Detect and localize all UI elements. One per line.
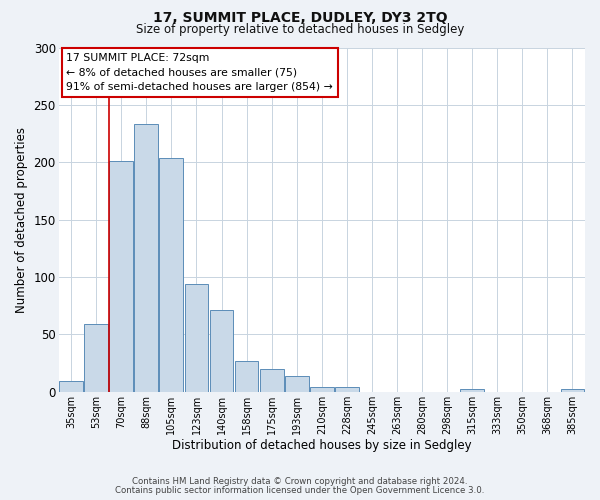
Bar <box>209 310 233 392</box>
Bar <box>460 390 484 392</box>
Bar <box>59 382 83 392</box>
Bar <box>310 387 334 392</box>
Bar <box>335 387 359 392</box>
Bar <box>235 361 259 392</box>
Bar <box>285 376 308 392</box>
Bar <box>185 284 208 392</box>
Bar <box>260 369 284 392</box>
Bar <box>160 158 183 392</box>
Bar <box>84 324 108 392</box>
Text: Contains HM Land Registry data © Crown copyright and database right 2024.: Contains HM Land Registry data © Crown c… <box>132 477 468 486</box>
Text: 17 SUMMIT PLACE: 72sqm
← 8% of detached houses are smaller (75)
91% of semi-deta: 17 SUMMIT PLACE: 72sqm ← 8% of detached … <box>67 52 333 92</box>
Text: Contains public sector information licensed under the Open Government Licence 3.: Contains public sector information licen… <box>115 486 485 495</box>
Text: Size of property relative to detached houses in Sedgley: Size of property relative to detached ho… <box>136 22 464 36</box>
Bar <box>560 390 584 392</box>
X-axis label: Distribution of detached houses by size in Sedgley: Distribution of detached houses by size … <box>172 440 472 452</box>
Y-axis label: Number of detached properties: Number of detached properties <box>15 126 28 312</box>
Bar <box>134 124 158 392</box>
Bar <box>109 161 133 392</box>
Text: 17, SUMMIT PLACE, DUDLEY, DY3 2TQ: 17, SUMMIT PLACE, DUDLEY, DY3 2TQ <box>152 11 448 25</box>
